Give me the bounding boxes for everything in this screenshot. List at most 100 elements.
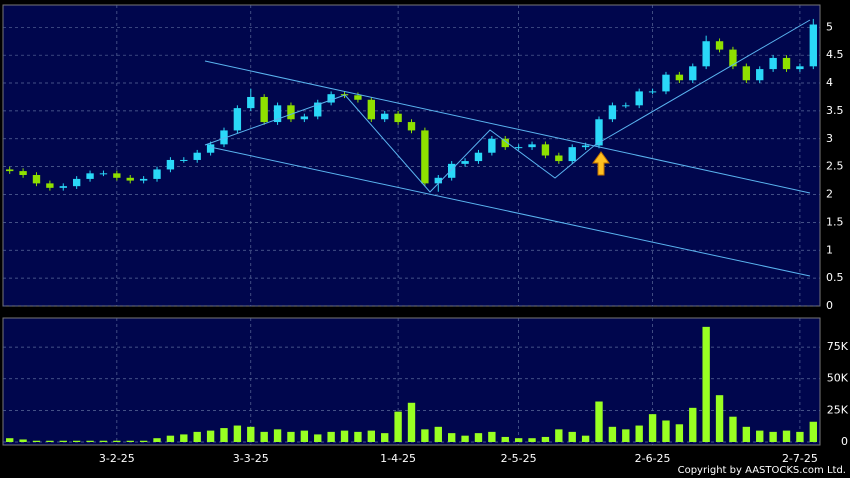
candle-body: [99, 173, 108, 175]
candle-body: [729, 49, 737, 67]
y-tick-label: 2.5: [826, 160, 844, 173]
volume-bar: [541, 436, 550, 442]
volume-bar: [153, 438, 161, 442]
volume-bar: [19, 439, 27, 442]
candle-body: [635, 91, 643, 106]
candle-body: [126, 177, 134, 181]
volume-bar: [514, 438, 523, 442]
x-tick-label: 3-2-25: [99, 452, 135, 465]
volume-tick-label: 25K: [827, 403, 849, 416]
volume-bar: [635, 425, 643, 442]
volume-bar: [180, 434, 188, 442]
volume-bar: [166, 435, 175, 442]
volume-bar: [6, 438, 14, 442]
volume-bar: [193, 431, 201, 442]
candle-body: [233, 108, 242, 131]
candle-body: [555, 155, 563, 162]
volume-tick-label: 0: [841, 435, 848, 448]
volume-bar: [314, 434, 322, 442]
volume-bar: [59, 440, 67, 442]
y-tick-label: 5: [826, 20, 833, 33]
x-tick-label: 2-5-25: [501, 452, 537, 465]
volume-bar: [595, 401, 603, 442]
volume-bar: [568, 431, 576, 442]
candle-body: [247, 96, 255, 109]
y-tick-label: 4: [826, 76, 833, 89]
x-tick-label: 2-6-25: [635, 452, 671, 465]
candle-body: [153, 169, 161, 179]
candle-body: [193, 152, 201, 160]
candle-body: [434, 177, 442, 184]
candle-body: [742, 66, 751, 81]
candle-body: [528, 144, 536, 148]
volume-bar: [340, 430, 349, 442]
volume-bar: [555, 429, 563, 442]
volume-bar: [139, 440, 148, 442]
volume-bar: [247, 426, 255, 442]
candle-body: [474, 152, 483, 162]
candle-body: [715, 41, 724, 50]
y-tick-label: 0.5: [826, 271, 844, 284]
candle-body: [461, 161, 469, 164]
x-tick-label: 2-7-25: [782, 452, 818, 465]
credit: Copyright by AASTOCKS.com Ltd.: [678, 465, 846, 476]
volume-bar: [72, 440, 81, 442]
y-tick-label: 1.5: [826, 215, 844, 228]
candle-body: [381, 113, 389, 120]
volume-bar: [622, 429, 630, 442]
volume-bar: [474, 433, 483, 442]
volume-bar: [715, 395, 724, 442]
candle-body: [72, 178, 81, 187]
candle-body: [327, 94, 335, 103]
y-tick-label: 2: [826, 188, 833, 201]
volume-bar: [742, 426, 751, 442]
volume-bar: [447, 433, 456, 442]
candle-body: [300, 116, 309, 120]
candle-body: [46, 183, 54, 188]
candle-body: [19, 171, 27, 176]
zigzag: [204, 19, 811, 193]
candle-body: [206, 144, 215, 153]
candle-body: [6, 169, 14, 172]
candle-body: [314, 102, 322, 117]
volume-bar: [501, 436, 509, 442]
candle-body: [581, 145, 590, 148]
y-tick-label: 4.5: [826, 48, 844, 61]
volume-bar: [782, 430, 791, 442]
volume-bar: [702, 326, 710, 442]
y-tick-label: 3: [826, 132, 833, 145]
candle-body: [622, 105, 630, 107]
volume-bar: [394, 411, 402, 442]
candle-body: [260, 96, 268, 123]
volume-bar: [809, 421, 817, 442]
channel-lower: [209, 146, 811, 277]
volume-bar: [729, 416, 737, 442]
candle-body: [648, 91, 657, 93]
volume-bar: [675, 424, 684, 442]
volume-bar: [260, 431, 268, 442]
volume-bar: [689, 407, 697, 442]
volume-bar: [381, 433, 389, 442]
candle-body: [220, 130, 228, 145]
volume-bar: [662, 420, 670, 442]
volume-bar: [32, 440, 41, 442]
volume-bar: [367, 430, 376, 442]
volume-bar: [273, 429, 282, 442]
candle-body: [59, 186, 67, 188]
volume-bar: [126, 440, 134, 442]
candle-body: [139, 178, 148, 181]
candle-body: [782, 57, 791, 70]
volume-tick-label: 75K: [827, 340, 849, 353]
y-tick-label: 3.5: [826, 104, 844, 117]
volume-bar: [233, 425, 242, 442]
candle-body: [689, 66, 697, 81]
arrow: [592, 151, 610, 176]
candle-body: [447, 163, 456, 178]
candle-body: [675, 74, 684, 81]
volume-bar: [327, 431, 335, 442]
volume-bar: [461, 435, 469, 442]
volume-bar: [287, 431, 295, 442]
candle-body: [354, 95, 362, 100]
x-tick-label: 1-4-25: [380, 452, 416, 465]
